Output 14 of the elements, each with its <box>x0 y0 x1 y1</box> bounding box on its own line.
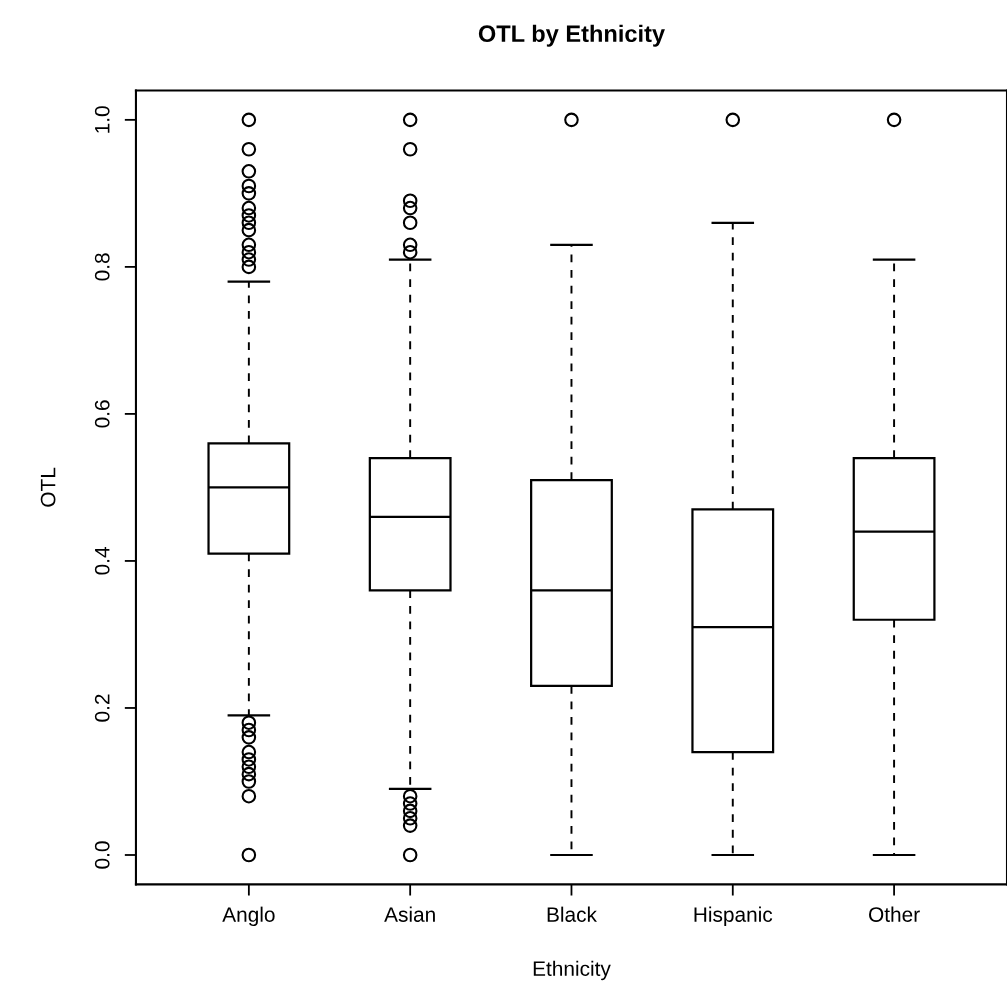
y-tick-label: 1.0 <box>94 106 110 133</box>
x-tick-label: Black <box>547 906 597 922</box>
y-tick-label: 0.6 <box>94 400 110 428</box>
x-axis-title: Ethnicity <box>533 960 611 981</box>
x-tick-label: Other <box>869 906 920 922</box>
x-tick-label: Hispanic <box>694 906 773 927</box>
y-axis-title: OTL <box>40 467 56 507</box>
x-tick-label: Anglo <box>222 906 275 927</box>
y-tick-label: 0.0 <box>94 841 110 869</box>
y-tick-label: 0.4 <box>94 547 110 575</box>
chart-title: OTL by Ethnicity <box>478 24 665 47</box>
y-tick-label: 0.2 <box>94 694 110 722</box>
y-tick-label: 0.8 <box>94 253 110 281</box>
x-tick-label: Asian <box>384 906 435 922</box>
